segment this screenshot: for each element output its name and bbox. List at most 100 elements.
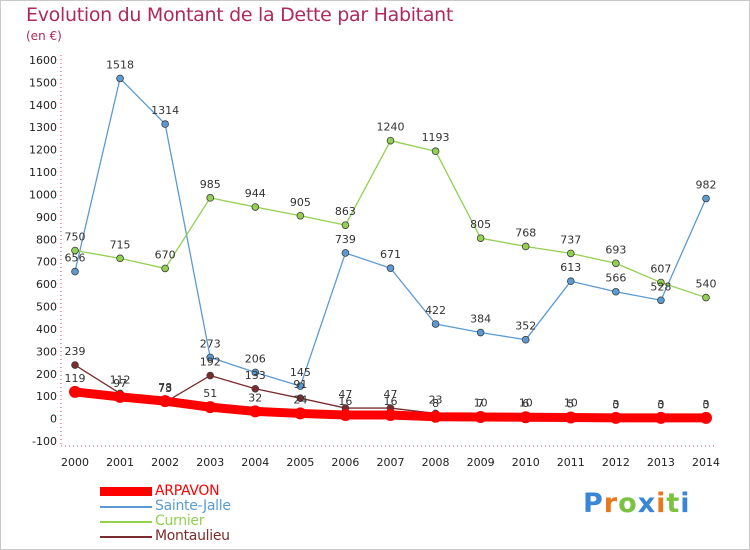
data-label: 3 [612,398,619,411]
x-tick-label: 2014 [692,456,720,469]
data-label: 384 [470,313,491,326]
chart-legend: ARPAVON Sainte-Jalle Curnier Montaulieu [100,483,360,544]
logo-letter: i [680,488,691,519]
data-point [204,401,217,414]
y-tick-label: 400 [36,323,57,336]
y-tick-label: 800 [36,233,57,246]
data-label: 119 [65,372,86,385]
legend-label: Sainte-Jalle [155,498,231,514]
data-point [116,254,124,263]
data-label: 192 [200,356,221,369]
data-label: 7 [477,397,484,410]
data-label: 422 [425,304,446,317]
chart-title: Evolution du Montant de la Dette par Hab… [26,4,454,26]
data-label: 737 [560,233,581,246]
y-tick-label: 1200 [29,144,57,157]
x-tick-label: 2004 [241,456,269,469]
x-tick-label: 2010 [512,456,540,469]
data-point [429,410,442,423]
chart-subtitle: (en €) [26,29,62,43]
data-label: 693 [605,243,626,256]
legend-swatch [100,536,152,538]
data-labels-layer: 6561518131427320614573967142238435261356… [65,58,717,411]
data-label: 566 [605,272,626,285]
data-point [702,293,710,302]
data-point [206,371,215,380]
data-label: 1518 [106,58,134,71]
x-tick-label: 2006 [331,456,359,469]
legend-item: Curnier [100,513,360,529]
x-tick-label: 2011 [557,456,585,469]
data-label: 97 [113,377,127,390]
y-tick-label: 100 [36,390,57,403]
series-layer [69,74,712,424]
y-tick-label: 500 [36,301,57,314]
y-tick-label: 1100 [29,166,57,179]
data-label: 985 [200,178,221,191]
data-label: 10 [519,396,533,409]
data-label: 607 [650,263,671,276]
data-point [657,278,665,287]
data-point [702,194,710,203]
y-tick-label: 200 [36,368,57,381]
data-point [161,264,169,273]
legend-label: Curnier [155,513,205,529]
data-label: 540 [696,278,717,291]
data-point [431,147,440,156]
data-point [296,382,305,390]
data-point [114,390,127,403]
data-label: 273 [200,337,221,350]
y-tick-label: 600 [36,278,57,291]
data-point [341,221,350,229]
legend-item: Montaulieu [100,528,360,544]
data-point [386,264,395,273]
data-point [566,277,575,286]
data-point [384,409,397,422]
data-label: 528 [650,280,671,293]
data-label: 739 [335,233,356,246]
data-point [339,409,352,422]
y-tick-label: 300 [36,345,57,358]
data-label: 206 [245,352,266,365]
x-tick-label: 2009 [467,456,495,469]
data-label: 944 [245,187,266,200]
data-point [206,194,215,202]
data-point [69,385,81,398]
data-label: 145 [290,366,311,379]
data-point [71,267,79,276]
data-label: 10 [474,396,488,409]
legend-item: ARPAVON [100,483,360,499]
logo-letter: o [618,488,638,519]
data-label: 750 [65,231,86,244]
data-label: 133 [245,369,266,382]
data-label: 16 [384,395,398,408]
data-label: 0 [703,399,710,412]
data-point [609,411,622,424]
data-label: 16 [338,395,352,408]
data-point [386,136,395,145]
data-point [161,120,169,128]
data-label: 0 [612,399,619,412]
x-tick-label: 2012 [602,456,630,469]
proxiti-logo: Proxiti [583,488,691,519]
data-point [476,328,485,337]
data-point [296,394,305,402]
x-tick-label: 2008 [422,456,450,469]
legend-swatch [100,487,152,496]
data-point [294,407,307,420]
logo-letter: P [583,488,604,519]
data-label: 671 [380,248,401,261]
data-point [476,234,485,242]
logo-letter: r [603,488,619,519]
data-label: 0 [657,399,664,412]
data-label: 6 [522,397,529,410]
data-point [251,203,260,211]
data-label: 3 [657,398,664,411]
logo-letter: x [637,488,657,519]
data-label: 47 [338,388,352,401]
data-point [71,361,79,369]
data-point [521,242,530,251]
y-tick-label: 900 [36,211,57,224]
